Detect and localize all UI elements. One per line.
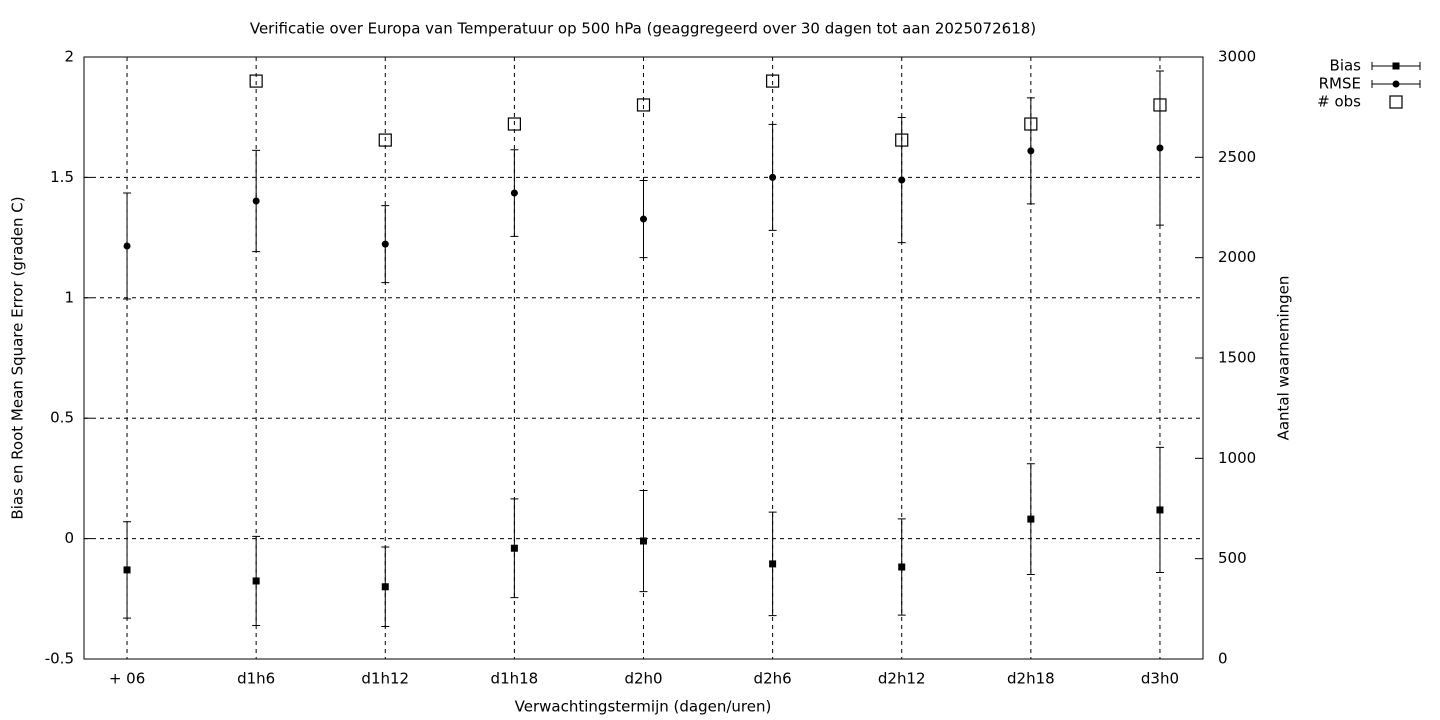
y2-tick-label: 2000	[1218, 248, 1256, 266]
legend-label: RMSE	[1319, 75, 1361, 93]
y2-axis-label: Aantal waarnemingen	[1275, 276, 1293, 441]
data-point	[381, 240, 389, 248]
legend-label: # obs	[1317, 93, 1361, 111]
x-tick-label: d1h18	[491, 670, 539, 688]
data-point	[766, 74, 780, 88]
x-tick-label: d3h0	[1141, 670, 1179, 688]
data-point	[1024, 117, 1038, 131]
data-point	[1156, 144, 1164, 152]
y2-tick-label: 1500	[1218, 349, 1256, 367]
data-point	[252, 577, 260, 585]
data-point	[378, 133, 392, 147]
y2-tick-label: 3000	[1218, 48, 1256, 66]
y-tick-label: 0	[64, 529, 74, 547]
x-tick-label: d2h12	[878, 670, 926, 688]
x-tick-label: d2h0	[624, 670, 662, 688]
data-point	[640, 537, 647, 545]
data-point	[1027, 515, 1035, 523]
data-point	[123, 242, 131, 250]
x-tick-label: d2h18	[1007, 670, 1055, 688]
x-axis-label: Verwachtingstermijn (dagen/uren)	[515, 698, 772, 716]
data-point	[123, 566, 131, 574]
legend-marker	[1392, 62, 1400, 70]
y2-tick-label: 0	[1218, 650, 1228, 668]
data-point	[1153, 98, 1167, 112]
data-point	[252, 197, 260, 205]
data-point	[640, 215, 647, 223]
data-point	[898, 176, 906, 184]
y2-tick-label: 500	[1218, 549, 1247, 567]
y2-tick-label: 2500	[1218, 148, 1256, 166]
data-point	[381, 583, 389, 591]
x-tick-label: d2h6	[754, 670, 792, 688]
data-point	[1156, 506, 1164, 514]
data-point	[510, 189, 518, 197]
legend-marker	[1389, 95, 1403, 109]
data-point	[769, 173, 777, 181]
data-point	[636, 98, 651, 112]
data-point	[507, 117, 521, 131]
data-point	[1027, 147, 1035, 155]
y-tick-label: -0.5	[45, 650, 74, 668]
y-tick-label: 0.5	[50, 409, 74, 427]
y-tick-label: 1.5	[50, 168, 74, 186]
y-axis-label: Bias en Root Mean Square Error (graden C…	[9, 196, 27, 519]
data-point	[895, 133, 909, 147]
data-point	[769, 560, 777, 568]
x-tick-label: d1h12	[361, 670, 409, 688]
data-point	[898, 563, 906, 571]
y2-tick-label: 1000	[1218, 449, 1256, 467]
y-tick-label: 1	[64, 288, 74, 306]
data-point	[249, 74, 263, 88]
legend-label: Bias	[1330, 57, 1362, 75]
x-tick-label: + 06	[109, 670, 145, 688]
data-point	[510, 544, 518, 552]
chart-title: Verificatie over Europa van Temperatuur …	[250, 20, 1036, 38]
legend-marker	[1392, 80, 1400, 88]
x-tick-label: d1h6	[237, 670, 275, 688]
y-tick-label: 2	[64, 48, 74, 66]
